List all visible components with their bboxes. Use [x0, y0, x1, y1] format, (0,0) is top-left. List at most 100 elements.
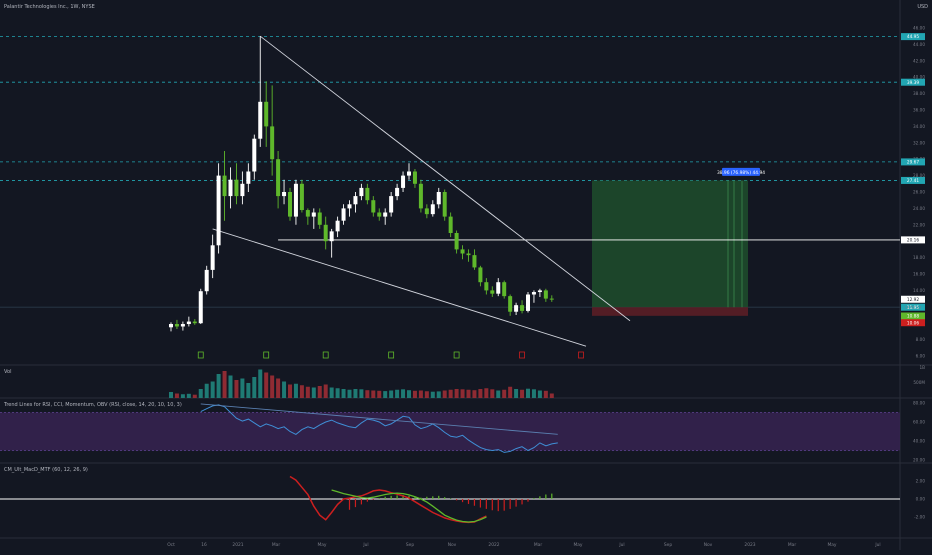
volume-bar[interactable]: [276, 379, 280, 399]
volume-bar[interactable]: [288, 385, 292, 399]
candle-body[interactable]: [330, 231, 334, 241]
candle-body[interactable]: [496, 282, 500, 293]
volume-bar[interactable]: [240, 379, 244, 399]
macd-histogram-bar[interactable]: [367, 499, 368, 502]
macd-histogram-bar[interactable]: [474, 499, 475, 506]
candle-body[interactable]: [229, 180, 233, 196]
volume-bar[interactable]: [246, 383, 250, 398]
macd-histogram-bar[interactable]: [426, 497, 427, 499]
volume-bar[interactable]: [449, 390, 453, 398]
candle-body[interactable]: [502, 282, 506, 296]
volume-bar[interactable]: [348, 390, 352, 398]
volume-bar[interactable]: [401, 389, 405, 398]
candle-body[interactable]: [234, 180, 238, 196]
volume-bar[interactable]: [330, 388, 334, 399]
volume-bar[interactable]: [407, 390, 411, 398]
candle-body[interactable]: [246, 172, 250, 184]
candle-body[interactable]: [395, 188, 399, 196]
volume-bar[interactable]: [312, 388, 316, 399]
candle-body[interactable]: [514, 305, 518, 312]
candle-body[interactable]: [490, 290, 494, 293]
candle-body[interactable]: [365, 188, 369, 200]
candle-body[interactable]: [306, 210, 310, 217]
volume-bar[interactable]: [336, 388, 340, 398]
candle-body[interactable]: [431, 204, 435, 214]
volume-bar[interactable]: [300, 385, 304, 398]
volume-bar[interactable]: [550, 394, 554, 399]
volume-bar[interactable]: [467, 390, 471, 398]
candle-body[interactable]: [413, 172, 417, 184]
macd-histogram-bar[interactable]: [349, 499, 350, 510]
volume-bar[interactable]: [425, 391, 429, 398]
macd-histogram-bar[interactable]: [486, 499, 487, 509]
volume-bar[interactable]: [377, 391, 381, 398]
candle-body[interactable]: [193, 322, 197, 324]
macd-histogram-bar[interactable]: [361, 499, 362, 504]
macd-histogram-bar[interactable]: [373, 499, 374, 500]
volume-bar[interactable]: [508, 387, 512, 398]
volume-bar[interactable]: [181, 394, 185, 398]
volume-bar[interactable]: [187, 394, 191, 398]
candle-body[interactable]: [187, 322, 191, 324]
volume-bar[interactable]: [199, 389, 203, 398]
volume-bar[interactable]: [419, 391, 423, 399]
macd-histogram-bar[interactable]: [468, 499, 469, 504]
macd-histogram-bar[interactable]: [498, 499, 499, 511]
candle-body[interactable]: [300, 184, 304, 210]
candle-body[interactable]: [205, 270, 209, 291]
volume-bar[interactable]: [490, 389, 494, 398]
candle-body[interactable]: [336, 221, 340, 232]
candle-body[interactable]: [377, 213, 381, 217]
candle-body[interactable]: [437, 192, 441, 204]
macd-histogram-bar[interactable]: [397, 495, 398, 499]
macd-histogram-bar[interactable]: [492, 499, 493, 510]
macd-histogram-bar[interactable]: [539, 496, 540, 499]
volume-bar[interactable]: [342, 389, 346, 398]
candle-body[interactable]: [532, 292, 536, 294]
volume-bar[interactable]: [413, 391, 417, 398]
candle-body[interactable]: [175, 324, 179, 326]
macd-histogram-bar[interactable]: [432, 496, 433, 499]
candle-body[interactable]: [401, 176, 405, 188]
candle-body[interactable]: [342, 208, 346, 220]
candle-body[interactable]: [419, 184, 423, 209]
candle-body[interactable]: [264, 102, 268, 127]
volume-bar[interactable]: [193, 395, 197, 398]
volume-bar[interactable]: [365, 390, 369, 398]
volume-bar[interactable]: [395, 390, 399, 398]
macd-histogram-bar[interactable]: [379, 498, 380, 499]
volume-bar[interactable]: [437, 391, 441, 398]
volume-bar[interactable]: [526, 389, 530, 398]
candle-body[interactable]: [467, 254, 471, 256]
macd-histogram-bar[interactable]: [533, 498, 534, 499]
macd-histogram-bar[interactable]: [438, 496, 439, 499]
candle-body[interactable]: [294, 184, 298, 217]
volume-bar[interactable]: [431, 392, 435, 398]
candle-body[interactable]: [276, 159, 280, 196]
candle-body[interactable]: [371, 200, 375, 212]
candle-body[interactable]: [526, 295, 530, 311]
macd-histogram-bar[interactable]: [545, 495, 546, 500]
volume-bar[interactable]: [324, 385, 328, 399]
volume-bar[interactable]: [443, 391, 447, 399]
candle-body[interactable]: [312, 213, 316, 217]
macd-histogram-bar[interactable]: [391, 496, 392, 499]
volume-bar[interactable]: [461, 389, 465, 398]
candle-body[interactable]: [181, 324, 185, 326]
candle-body[interactable]: [478, 267, 482, 282]
macd-histogram-bar[interactable]: [510, 499, 511, 509]
candle-body[interactable]: [550, 299, 554, 300]
volume-bar[interactable]: [496, 391, 500, 399]
macd-histogram-bar[interactable]: [516, 499, 517, 507]
candle-body[interactable]: [472, 255, 476, 267]
candle-body[interactable]: [252, 139, 256, 172]
candle-body[interactable]: [443, 192, 447, 217]
candle-body[interactable]: [258, 102, 262, 139]
volume-bar[interactable]: [258, 370, 262, 399]
macd-histogram-bar[interactable]: [551, 494, 552, 499]
candle-body[interactable]: [211, 245, 215, 270]
candle-body[interactable]: [169, 324, 173, 327]
volume-bar[interactable]: [217, 374, 221, 398]
candle-body[interactable]: [223, 176, 227, 197]
